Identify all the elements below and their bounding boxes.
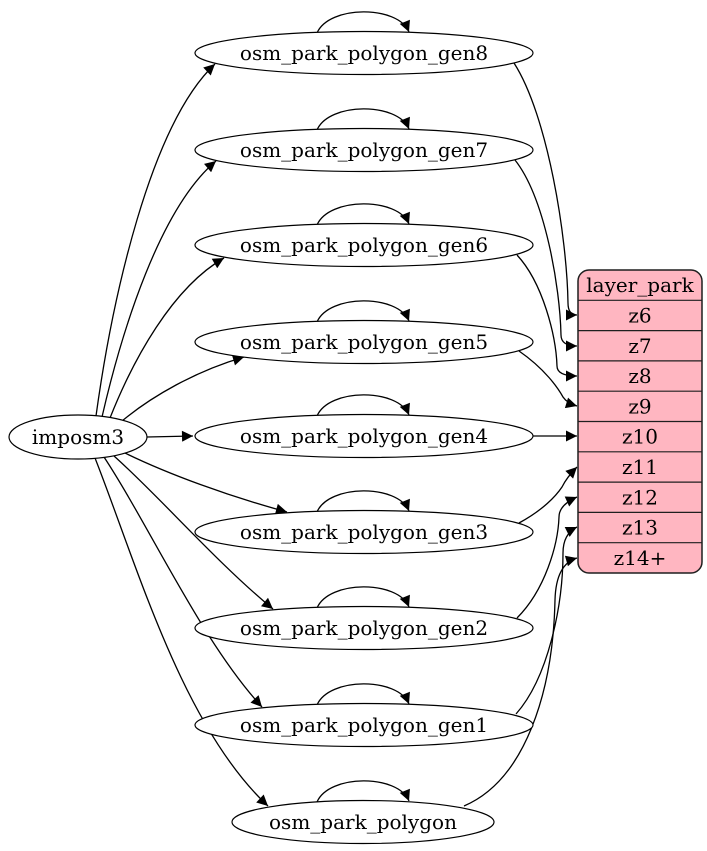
node-osm-park-polygon-gen1: osm_park_polygon_gen1 bbox=[194, 702, 534, 748]
layer-row-z11: z11 bbox=[622, 455, 658, 479]
node-osm-park-polygon-gen2: osm_park_polygon_gen2 bbox=[194, 605, 534, 651]
node-osm-park-polygon-gen8: osm_park_polygon_gen8 bbox=[194, 30, 534, 76]
gen7-label: osm_park_polygon_gen7 bbox=[240, 138, 488, 162]
node-osm-park-polygon-gen6: osm_park_polygon_gen6 bbox=[194, 222, 534, 268]
gen5-ellipse bbox=[194, 319, 534, 365]
gen5-label: osm_park_polygon_gen5 bbox=[240, 330, 488, 354]
osm-park-polygon-ellipse bbox=[231, 799, 495, 845]
edge-imposm3-to-gen4 bbox=[146, 430, 194, 442]
gen8-label: osm_park_polygon_gen8 bbox=[240, 41, 488, 65]
node-osm-park-polygon-gen4: osm_park_polygon_gen4 bbox=[194, 413, 534, 459]
gen2-label: osm_park_polygon_gen2 bbox=[240, 616, 488, 640]
layer-row-z6: z6 bbox=[628, 304, 651, 328]
gen2-ellipse bbox=[194, 605, 534, 651]
node-layer-park: layer_park z6 z7 z8 z9 z10 z11 z12 z13 z… bbox=[577, 269, 703, 574]
node-osm-park-polygon-gen5: osm_park_polygon_gen5 bbox=[194, 319, 534, 365]
imposm3-ellipse bbox=[8, 414, 148, 460]
layer-row-z13: z13 bbox=[622, 516, 658, 540]
self-loop-gen7 bbox=[316, 108, 410, 131]
self-loop-gen2 bbox=[316, 586, 410, 609]
gen6-ellipse bbox=[194, 222, 534, 268]
edge-gen7-to-z7 bbox=[514, 159, 578, 352]
gen1-label: osm_park_polygon_gen1 bbox=[240, 713, 488, 737]
layer-row-z9: z9 bbox=[628, 394, 651, 418]
node-osm-park-polygon-gen3: osm_park_polygon_gen3 bbox=[194, 509, 534, 555]
osm-park-polygon-label: osm_park_polygon bbox=[269, 810, 457, 834]
layer-row-z14: z14+ bbox=[614, 546, 667, 570]
gen4-ellipse bbox=[194, 413, 534, 459]
gen3-label: osm_park_polygon_gen3 bbox=[240, 520, 488, 544]
self-loop-gen5 bbox=[316, 300, 410, 323]
layer-row-z10: z10 bbox=[622, 425, 658, 449]
self-loop-gen8 bbox=[316, 11, 410, 34]
self-loop-gen4 bbox=[316, 394, 410, 417]
edge-imposm3-to-gen1 bbox=[103, 456, 263, 708]
gen8-ellipse bbox=[194, 30, 534, 76]
edge-gen8-to-z6 bbox=[513, 62, 578, 321]
edge-imposm3-to-gen8 bbox=[95, 63, 216, 417]
node-osm-park-polygon-gen7: osm_park_polygon_gen7 bbox=[194, 127, 534, 173]
edge-osm-park-polygon-to-z14 bbox=[463, 555, 578, 807]
gen4-label: osm_park_polygon_gen4 bbox=[240, 424, 488, 448]
gen1-ellipse bbox=[194, 702, 534, 748]
self-loop-group bbox=[316, 11, 410, 803]
edge-gen5-to-z9 bbox=[518, 350, 578, 409]
edge-gen3-to-z11 bbox=[518, 466, 578, 524]
layer-row-z12: z12 bbox=[622, 485, 658, 509]
self-loop-gen6 bbox=[316, 203, 410, 226]
gen7-ellipse bbox=[194, 127, 534, 173]
imposm3-label: imposm3 bbox=[32, 425, 124, 449]
edge-imposm3-to-gen3 bbox=[124, 452, 288, 515]
edge-imposm3-to-gen7 bbox=[101, 160, 217, 418]
gen3-ellipse bbox=[194, 509, 534, 555]
gen6-label: osm_park_polygon_gen6 bbox=[240, 233, 488, 257]
layer-row-z7: z7 bbox=[628, 334, 651, 358]
self-loop-osm-park-polygon bbox=[316, 780, 410, 803]
node-imposm3: imposm3 bbox=[8, 414, 148, 460]
edge-imposm3-to-gen2 bbox=[113, 455, 274, 610]
node-osm-park-polygon: osm_park_polygon bbox=[231, 799, 495, 845]
edge-imposm3-to-gen5 bbox=[121, 354, 245, 422]
edge-gen6-to-z8 bbox=[516, 254, 578, 382]
layer-park-title: layer_park bbox=[586, 273, 694, 297]
self-loop-gen1 bbox=[316, 683, 410, 706]
edge-imposm3-to-osm-park-polygon bbox=[94, 457, 269, 807]
edge-imposm3-to-gen6 bbox=[109, 257, 225, 419]
layer-row-z8: z8 bbox=[628, 364, 651, 388]
edge-group-source-to-tables bbox=[94, 63, 288, 807]
self-loop-gen3 bbox=[316, 490, 410, 513]
edge-gen2-to-z12 bbox=[516, 496, 578, 619]
edge-group-tables-to-layer bbox=[463, 62, 578, 807]
edge-gen1-to-z13 bbox=[515, 526, 578, 715]
